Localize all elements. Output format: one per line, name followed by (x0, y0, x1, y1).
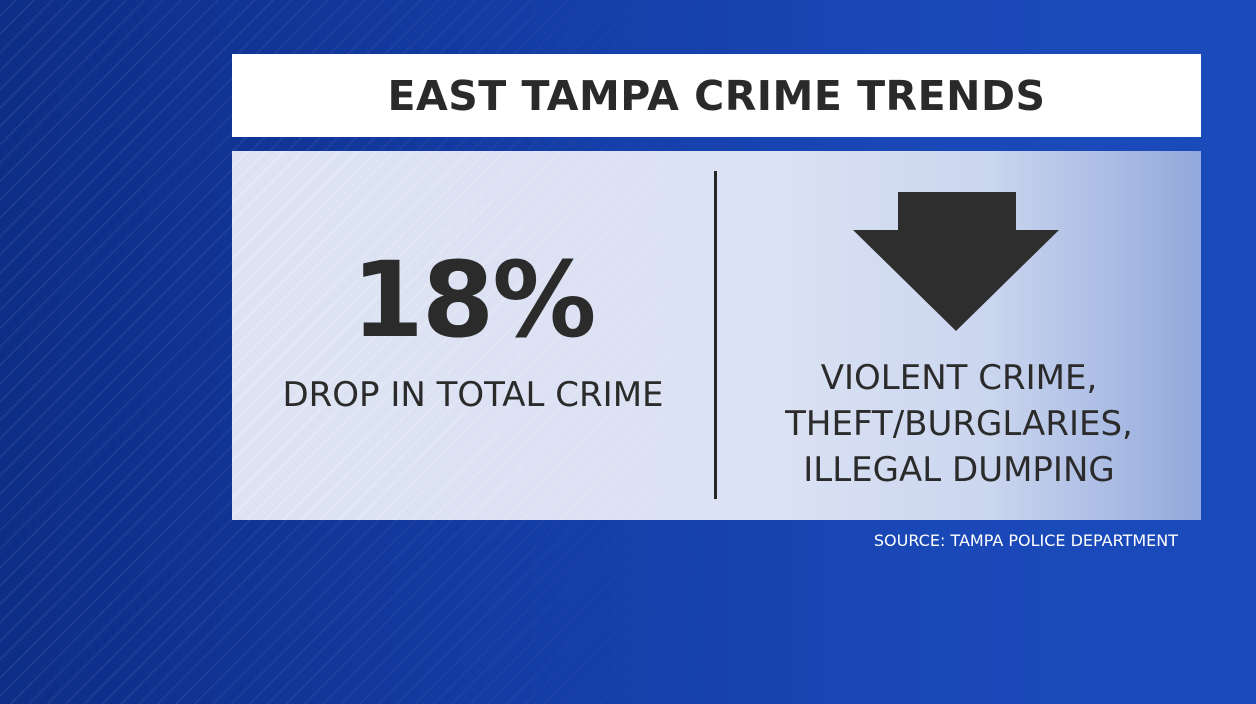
total-crime-column: 18% DROP IN TOTAL CRIME (232, 151, 714, 520)
crime-category-line: VIOLENT CRIME, (820, 358, 1098, 398)
crime-drop-label: DROP IN TOTAL CRIME (282, 375, 664, 415)
source-credit: SOURCE: TAMPA POLICE DEPARTMENT (873, 531, 1178, 550)
graphic-title: EAST TAMPA CRIME TRENDS (387, 71, 1046, 120)
column-divider (714, 171, 717, 499)
down-arrow-icon (853, 192, 1059, 331)
crime-drop-percentage: 18% (351, 239, 597, 361)
crime-categories-list: VIOLENT CRIME, THEFT/BURGLARIES, ILLEGAL… (717, 355, 1201, 493)
crime-category-line: ILLEGAL DUMPING (803, 450, 1115, 490)
crime-categories-column: VIOLENT CRIME, THEFT/BURGLARIES, ILLEGAL… (717, 151, 1201, 520)
title-bar: EAST TAMPA CRIME TRENDS (232, 54, 1201, 137)
crime-category-line: THEFT/BURGLARIES, (785, 404, 1133, 444)
stats-panel: 18% DROP IN TOTAL CRIME VIOLENT CRIME, T… (232, 151, 1201, 520)
